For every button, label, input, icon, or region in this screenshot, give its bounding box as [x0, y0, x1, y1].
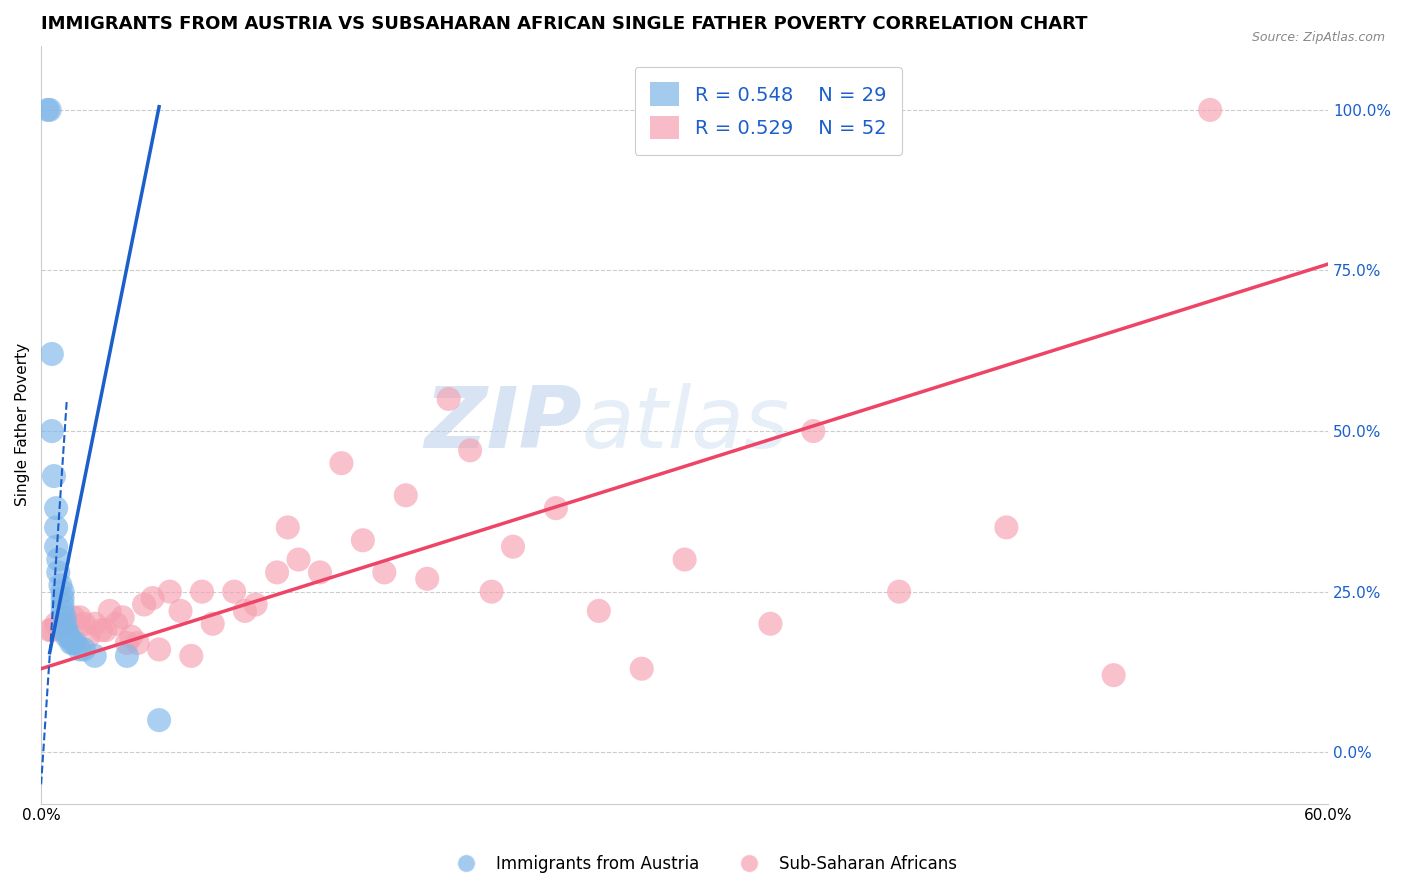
- Point: [169, 604, 191, 618]
- Point: [266, 566, 288, 580]
- Point: [352, 533, 374, 548]
- Point: [458, 443, 481, 458]
- Point: [105, 616, 128, 631]
- Point: [142, 591, 165, 605]
- Point: [73, 616, 96, 631]
- Point: [38, 623, 60, 637]
- Point: [180, 648, 202, 663]
- Text: ZIP: ZIP: [425, 384, 582, 467]
- Point: [69, 642, 91, 657]
- Point: [481, 584, 503, 599]
- Point: [51, 584, 73, 599]
- Point: [37, 103, 59, 117]
- Point: [60, 636, 83, 650]
- Point: [127, 636, 149, 650]
- Point: [115, 648, 138, 663]
- Point: [148, 713, 170, 727]
- Point: [41, 424, 63, 438]
- Point: [120, 630, 142, 644]
- Point: [1199, 103, 1222, 117]
- Point: [94, 623, 117, 637]
- Point: [98, 604, 121, 618]
- Point: [309, 566, 332, 580]
- Point: [588, 604, 610, 618]
- Point: [191, 584, 214, 599]
- Point: [53, 623, 76, 637]
- Point: [502, 540, 524, 554]
- Point: [416, 572, 439, 586]
- Point: [56, 623, 79, 637]
- Point: [373, 566, 395, 580]
- Point: [887, 584, 910, 599]
- Point: [56, 616, 79, 631]
- Point: [51, 598, 73, 612]
- Point: [53, 610, 76, 624]
- Point: [995, 520, 1018, 534]
- Text: atlas: atlas: [582, 384, 790, 467]
- Point: [56, 630, 79, 644]
- Point: [45, 501, 67, 516]
- Point: [41, 347, 63, 361]
- Point: [51, 591, 73, 605]
- Point: [49, 578, 72, 592]
- Point: [287, 552, 309, 566]
- Point: [673, 552, 696, 566]
- Point: [148, 642, 170, 657]
- Point: [1102, 668, 1125, 682]
- Point: [53, 616, 76, 631]
- Point: [51, 604, 73, 618]
- Point: [45, 540, 67, 554]
- Point: [45, 616, 67, 631]
- Legend: Immigrants from Austria, Sub-Saharan Africans: Immigrants from Austria, Sub-Saharan Afr…: [443, 848, 963, 880]
- Point: [83, 648, 105, 663]
- Legend: R = 0.548    N = 29, R = 0.529    N = 52: R = 0.548 N = 29, R = 0.529 N = 52: [634, 67, 903, 155]
- Point: [437, 392, 460, 406]
- Point: [90, 623, 112, 637]
- Point: [132, 598, 155, 612]
- Point: [630, 662, 652, 676]
- Point: [38, 103, 60, 117]
- Point: [45, 520, 67, 534]
- Point: [41, 623, 63, 637]
- Point: [201, 616, 224, 631]
- Point: [46, 552, 69, 566]
- Y-axis label: Single Father Poverty: Single Father Poverty: [15, 343, 30, 506]
- Text: Source: ZipAtlas.com: Source: ZipAtlas.com: [1251, 31, 1385, 45]
- Point: [62, 636, 84, 650]
- Point: [395, 488, 418, 502]
- Point: [759, 616, 782, 631]
- Point: [111, 610, 134, 624]
- Point: [801, 424, 824, 438]
- Point: [51, 623, 73, 637]
- Point: [77, 630, 100, 644]
- Point: [115, 636, 138, 650]
- Point: [83, 616, 105, 631]
- Point: [73, 642, 96, 657]
- Text: IMMIGRANTS FROM AUSTRIA VS SUBSAHARAN AFRICAN SINGLE FATHER POVERTY CORRELATION : IMMIGRANTS FROM AUSTRIA VS SUBSAHARAN AF…: [41, 15, 1088, 33]
- Point: [245, 598, 267, 612]
- Point: [46, 566, 69, 580]
- Point: [65, 636, 87, 650]
- Point: [58, 630, 80, 644]
- Point: [69, 610, 91, 624]
- Point: [233, 604, 256, 618]
- Point: [62, 610, 84, 624]
- Point: [277, 520, 299, 534]
- Point: [42, 469, 65, 483]
- Point: [330, 456, 353, 470]
- Point: [159, 584, 181, 599]
- Point: [544, 501, 567, 516]
- Point: [224, 584, 246, 599]
